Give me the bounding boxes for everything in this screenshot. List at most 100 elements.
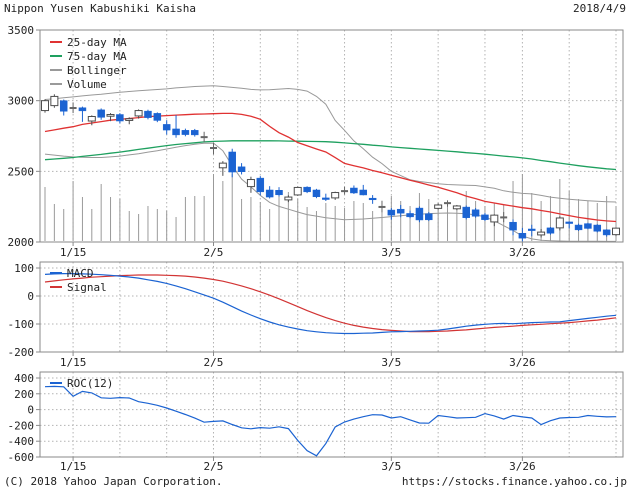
candle-down <box>275 190 283 196</box>
y-tick-label: 2000 <box>8 236 35 249</box>
candle-down <box>396 208 405 214</box>
x-tick-label: 2/5 <box>204 246 224 259</box>
source-url: https://stocks.finance.yahoo.co.jp <box>401 475 627 488</box>
macd-legend-label: MACD <box>67 267 94 280</box>
x-tick-label: 3/26 <box>509 460 536 473</box>
candle-up <box>555 217 564 229</box>
candle-up <box>87 115 96 122</box>
candle-down <box>144 110 152 118</box>
candle-up <box>125 118 134 121</box>
x-tick-label: 3/5 <box>381 356 401 369</box>
candle-down <box>237 166 246 173</box>
candle-down <box>303 186 311 193</box>
candle-up <box>434 204 443 209</box>
candle-down <box>312 189 321 198</box>
copyright-text: (C) 2018 Yahoo Japan Corporation. <box>4 475 223 488</box>
candle-down <box>265 189 274 198</box>
candle-up <box>452 205 461 210</box>
candle-down <box>59 100 68 112</box>
bollinger-legend-label: Bollinger <box>67 64 127 77</box>
candle-down <box>565 221 573 224</box>
y-tick-label: 200 <box>14 388 34 401</box>
candle-up <box>490 214 499 223</box>
candle-up <box>612 227 620 236</box>
volume-legend-label: Volume <box>67 78 107 91</box>
candle-doji <box>341 190 349 193</box>
candle-down <box>181 130 190 135</box>
ma75-legend-label: 75-day MA <box>67 50 127 63</box>
y-tick-label: 0 <box>27 290 34 303</box>
candle-up <box>293 186 302 196</box>
candle-down <box>481 214 489 220</box>
candle-doji <box>378 205 386 208</box>
candle-down <box>153 113 162 121</box>
candle-down <box>228 151 236 173</box>
chart-date: 2018/4/9 <box>573 2 626 15</box>
roc-legend-label: ROC(12) <box>67 377 113 390</box>
ma75-line <box>44 140 617 171</box>
y-tick-label: -600 <box>8 451 35 464</box>
y-tick-label: 3000 <box>8 95 35 108</box>
macd-line <box>44 273 617 335</box>
ma25-line <box>44 112 617 223</box>
candle-down <box>97 109 105 118</box>
page-title: Nippon Yusen Kabushiki Kaisha <box>4 2 197 15</box>
y-tick-label: -200 <box>8 346 35 359</box>
candle-doji <box>200 136 208 139</box>
candle-down <box>172 128 180 136</box>
candle-down <box>593 224 602 232</box>
x-tick-label: 3/26 <box>509 356 536 369</box>
x-tick-label: 3/5 <box>381 460 401 473</box>
candle-up <box>537 231 546 236</box>
candle-down <box>425 213 433 221</box>
candle-down <box>406 213 414 218</box>
candle-down <box>350 187 358 194</box>
y-tick-label: 0 <box>27 404 34 417</box>
candle-down <box>574 224 583 231</box>
candle-down <box>387 209 396 216</box>
candle-down <box>191 130 199 136</box>
panel-border <box>39 261 624 353</box>
bollinger-lower-line <box>44 142 616 242</box>
panel-border <box>39 371 624 458</box>
bollinger-upper-line <box>44 85 617 203</box>
candle-down <box>415 207 424 221</box>
y-tick-label: 400 <box>14 372 34 385</box>
candle-down <box>518 232 527 239</box>
candle-up <box>50 95 59 107</box>
candle-doji <box>500 216 508 219</box>
panel-border <box>39 29 624 243</box>
candle-down <box>546 227 555 234</box>
candle-up <box>41 100 49 112</box>
x-tick-label: 3/5 <box>381 246 401 259</box>
roc-line <box>44 385 617 457</box>
candle-up <box>331 192 340 199</box>
candle-doji <box>69 107 77 110</box>
y-tick-label: 100 <box>14 262 34 275</box>
x-tick-label: 1/15 <box>60 460 87 473</box>
candle-doji <box>444 202 452 205</box>
candle-up <box>134 110 143 117</box>
candle-down <box>116 114 124 122</box>
signal-line <box>44 274 617 333</box>
signal-legend-label: Signal <box>67 281 107 294</box>
candle-up <box>218 162 227 169</box>
candle-down <box>162 124 171 131</box>
y-tick-label: 2500 <box>8 165 35 178</box>
candle-up <box>284 196 293 201</box>
candle-down <box>256 177 265 193</box>
candle-down <box>471 209 480 217</box>
candle-up <box>106 114 115 117</box>
x-tick-label: 1/15 <box>60 356 87 369</box>
candle-down <box>584 223 592 229</box>
x-tick-label: 3/26 <box>509 246 536 259</box>
candle-down <box>359 189 368 196</box>
ma25-legend-label: 25-day MA <box>67 36 127 49</box>
candle-down <box>462 206 470 218</box>
candle-down <box>509 221 517 231</box>
y-tick-label: -100 <box>8 318 35 331</box>
x-tick-label: 2/5 <box>204 460 224 473</box>
candle-down <box>602 229 611 236</box>
